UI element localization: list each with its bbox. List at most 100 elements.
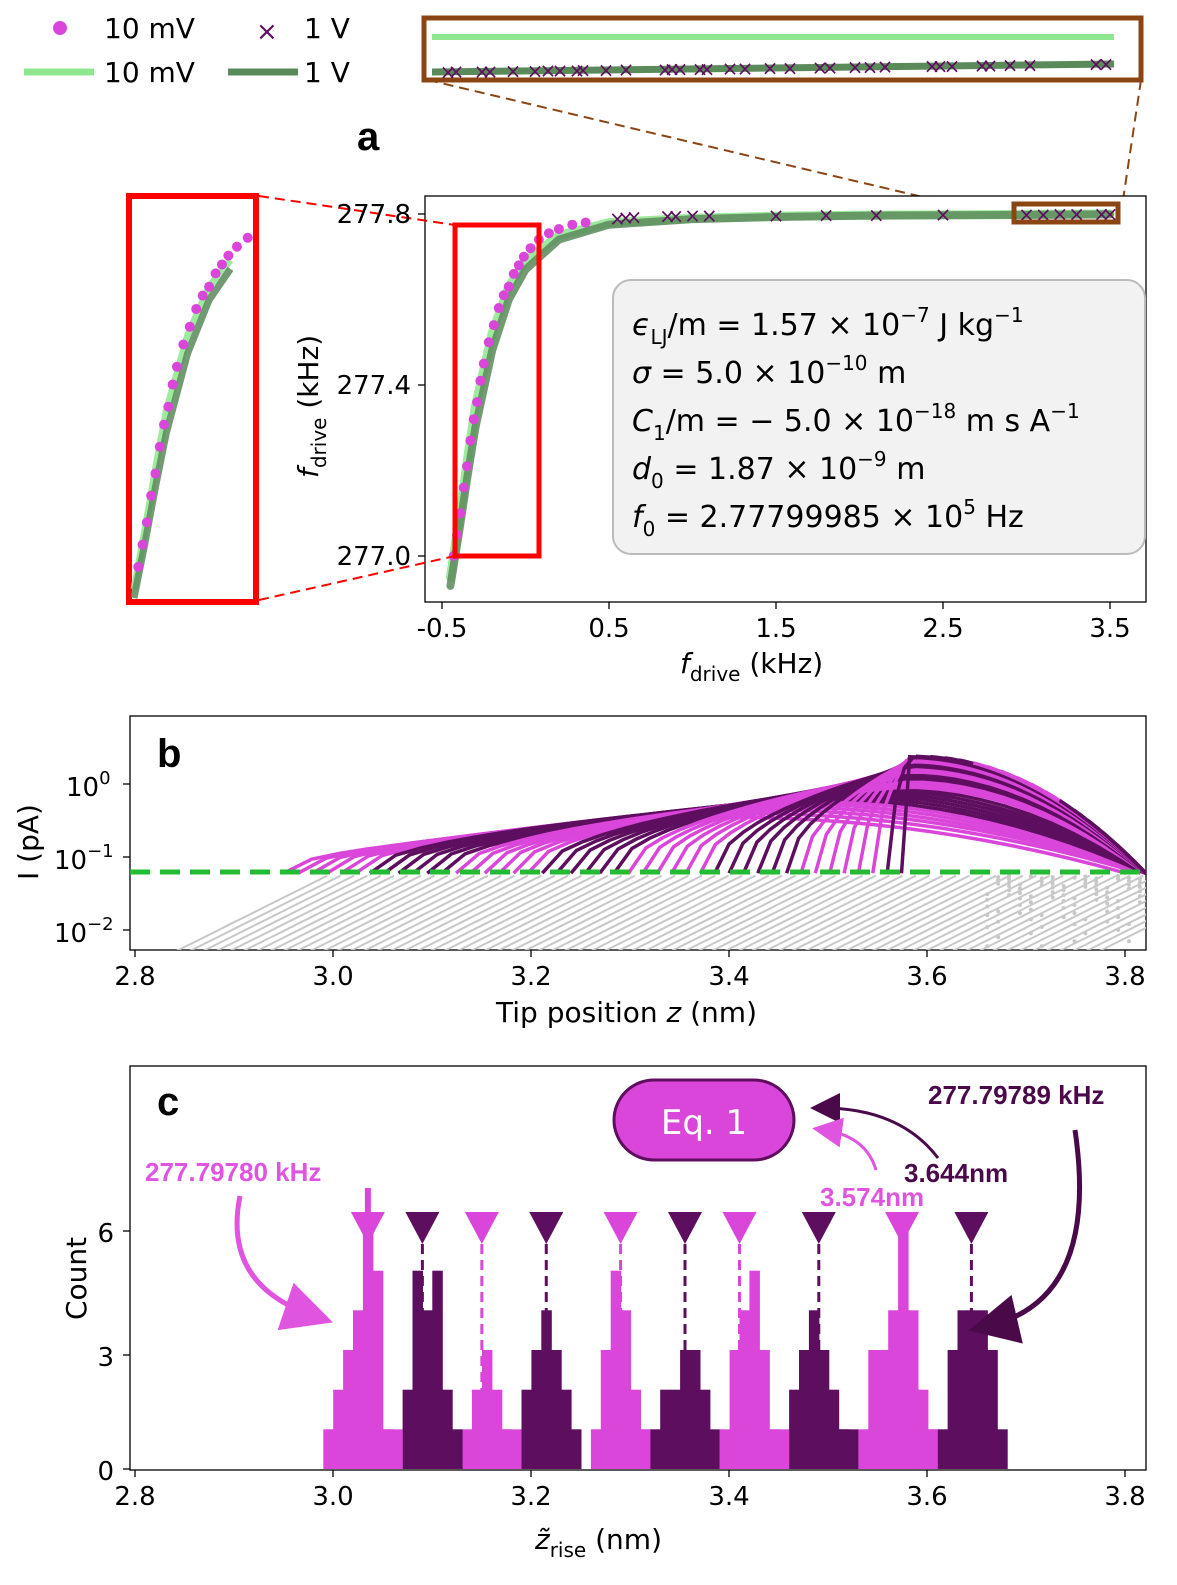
x-tick-label: 3.6 [906,962,947,992]
panel-c-plot [323,1188,1008,1469]
gray-trace [283,874,435,950]
histogram-bar [729,1350,741,1469]
gray-trace [1032,893,1146,950]
gray-dot [996,875,1001,880]
histogram-bar [323,1429,334,1469]
panel-a: ×× ×× × ××× ×× × × ××× ×× ×× × × ×× ××× ××× ×× × × ×× a ××… [126,15,1147,686]
gray-dot [1017,882,1022,887]
gray-dot [1050,890,1055,895]
marker-triangle-10mv [722,1212,757,1244]
panel-b-x-label: Tip position z (nm) [495,996,757,1029]
histogram-bar [432,1270,443,1469]
inset-point-10mv [171,361,182,372]
data-point-1v: × [626,205,643,229]
gray-trace [684,874,837,950]
gray-dot [1017,903,1022,908]
histogram-bar [452,1429,463,1469]
histogram-bar [660,1389,671,1469]
data-point-1v: × [609,206,626,230]
gray-dot [1116,898,1121,903]
data-point-1v: × [935,202,952,226]
gray-trace [885,874,1037,950]
gray-dot [1050,875,1055,880]
histogram-bar [838,1429,859,1469]
gray-dot [1028,894,1033,899]
equation-badge [612,1078,796,1162]
gray-trace [1005,879,1146,950]
gray-trace [604,874,756,950]
gray-trace [898,874,1051,950]
marker-triangle-10mv [464,1212,499,1244]
histogram-bar [600,1350,612,1469]
histogram-bar [620,1310,632,1469]
histogram-bar [471,1389,483,1469]
histogram-bar [739,1310,750,1469]
histogram-bar [917,1389,929,1469]
gray-dot [1017,896,1022,901]
gray-dot [1105,885,1110,890]
gray-dot [1083,877,1088,882]
gray-dot [985,904,990,909]
red-connector-top [258,195,456,226]
inset-top-dark-line [431,60,1115,76]
inset-top-x-point: × [448,60,465,84]
panel-a-letter: a [357,115,380,159]
gray-trace [550,874,703,950]
inset-point-10mv [242,232,253,243]
gray-dot [996,919,1001,924]
inset-top-x-point: × [552,58,569,82]
gray-trace [711,874,863,950]
histogram-bar [878,1350,889,1469]
x-tick-label: 3.5 [1089,614,1130,644]
inset-point-10mv [197,290,208,301]
panel-c-x-label: z̃rise (nm) [534,1523,662,1562]
histogram-bar [590,1429,602,1469]
gray-trace [738,874,890,950]
inset-top-x-point: × [618,58,635,82]
inset-point-10mv [141,517,152,528]
gray-dot [996,909,1001,914]
gray-trace [1059,906,1146,950]
gray-trace [1086,920,1146,950]
panel-b-plot [176,754,1146,950]
panel-c-y-label: Count [60,1237,93,1320]
gray-dot [1126,875,1131,880]
gray-trace [270,874,422,950]
gray-trace [296,874,449,950]
inset-top-x-point: × [505,59,522,83]
gray-dot [1050,885,1055,890]
x-tick-label: 3.2 [510,1482,551,1512]
gray-trace [698,874,850,950]
inset-top-x-point: × [944,54,961,78]
gray-dot [1105,895,1110,900]
zoom-region-left [452,222,542,559]
gray-trace [470,874,623,950]
inset-top-x-point: × [762,56,779,80]
gray-dot [1017,886,1022,891]
histogram-bar [650,1429,661,1469]
gray-dot [1061,884,1066,889]
inset-point-10mv [137,539,148,550]
data-point-10mv [513,260,524,271]
inset-top-x-point: × [598,58,615,82]
gray-trace [617,874,770,950]
histogram-bar [808,1310,820,1469]
gray-dot [1028,931,1033,936]
panel-c-y-ticks: 0 3 6 [97,1219,130,1487]
gray-trace [845,874,997,950]
annotation-left-frequency: 277.79780 kHz [145,1157,321,1187]
gray-dot [1126,878,1131,883]
gray-dot [1116,873,1121,878]
inset-top-x-point: × [932,54,949,78]
x-tick-label: 2.8 [114,962,155,992]
inset-top-x-point: × [722,57,739,81]
gray-dot [1116,928,1121,932]
x-tick-label: 3.8 [1104,1482,1145,1512]
y-tick-label: 277.4 [337,371,411,401]
gray-dot [1050,881,1055,886]
data-point-10mv [455,508,466,519]
data-point-10mv [508,268,519,279]
gray-dot [1137,889,1142,894]
data-point-10mv [472,397,483,408]
